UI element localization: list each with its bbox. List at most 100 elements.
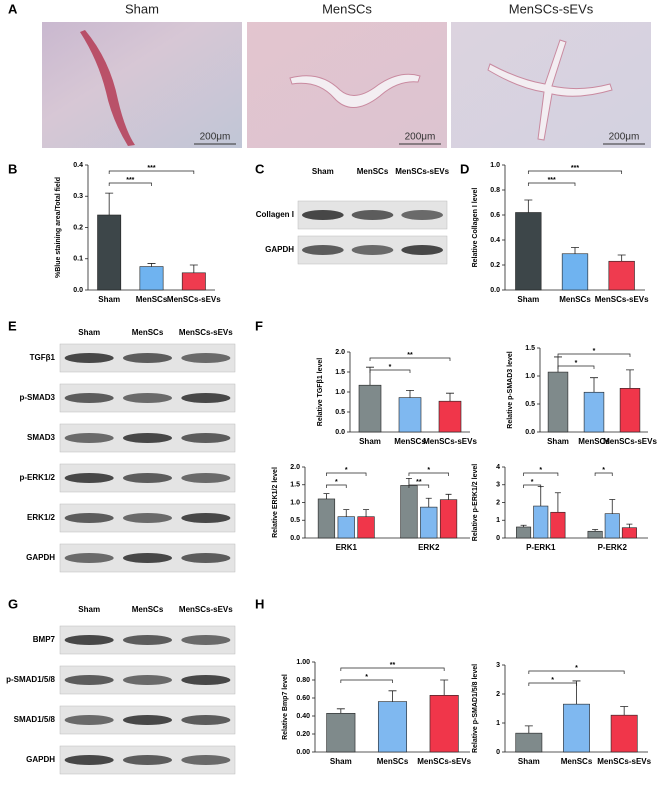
y-tick-label: 1.0 [290,499,300,506]
bar [429,694,459,753]
blot-band [64,393,114,403]
blot-band [64,353,114,363]
y-tick-label: 0.20 [296,731,310,738]
lumen [487,39,613,141]
blot-band [181,715,231,725]
blot-band [123,675,172,685]
scale-bar-label: 200μm [405,132,436,143]
blot-band [64,715,114,725]
y-axis-label: Relative Bmp7 level [282,674,289,740]
y-tick-label: 0.6 [490,212,500,219]
blot-band [123,513,172,523]
significance-label: * [575,665,578,672]
error-bar [147,263,156,267]
y-tick-label: 4 [496,464,500,471]
significance-label: * [575,360,578,367]
blot-band [64,513,114,523]
x-tick-label: Sham [330,757,352,766]
row-label: p-SMAD1/5/8 [6,675,55,684]
significance-label: ** [407,352,413,359]
x-tick-label: MenSCs [578,437,610,446]
blot-band [181,393,231,403]
error-bar [617,254,626,262]
blot-band [123,353,172,363]
x-tick-label: P-ERK1 [526,543,556,552]
row-label: GAPDH [265,245,294,254]
lane-label: MenSCs-sEVs [179,328,233,337]
bar [550,511,566,539]
x-tick-label: ERK1 [336,543,358,552]
significance-label: * [389,364,392,371]
significance-bracket [523,472,559,476]
x-tick-label: MenSCs-sEVs [417,757,471,766]
row-label: p-ERK1/2 [19,473,55,482]
significance-bracket [326,484,347,488]
x-tick-label: MenSCs [377,757,409,766]
y-tick-label: 0.00 [296,749,310,756]
significance-bracket [408,484,430,488]
y-tick-label: 0.0 [73,287,83,294]
lumen [289,73,421,108]
significance-bracket [527,170,623,174]
blot-band [301,245,344,255]
bar [97,214,122,291]
blot-band [64,473,114,483]
bar [583,391,605,433]
significance-label: * [531,479,534,486]
image-label: MenSCs-sEVs [509,1,594,16]
error-bar [189,264,198,273]
row-label: GAPDH [26,553,55,562]
y-tick-label: 0.0 [490,287,500,294]
x-tick-label: MenSCs [561,757,593,766]
blot-band [123,715,172,725]
significance-label: * [551,677,554,684]
blot-band [181,433,231,443]
histology-image [42,22,242,148]
x-tick-label: Sham [98,295,120,304]
significance-bracket [408,472,449,476]
lane-label: Sham [78,328,100,337]
y-tick-label: 2.0 [290,464,300,471]
bar [317,498,336,539]
significance-label: *** [548,177,556,184]
blot-band [123,635,172,645]
bar [337,516,355,539]
lane-label: Sham [312,167,334,176]
significance-label: * [365,674,368,681]
bar [587,530,603,539]
blot-band [123,553,172,563]
significance-label: *** [126,177,134,184]
y-tick-label: 0.0 [525,429,535,436]
row-label: BMP7 [33,635,56,644]
error-bar [554,356,562,373]
lane-label: MenSCs [132,605,164,614]
significance-bracket [528,682,577,686]
y-axis-label: Relative Collagen I level [472,188,479,268]
blot-band [181,353,231,363]
error-bar [520,524,527,527]
x-tick-label: Sham [547,437,569,446]
blot-band [181,755,231,765]
image-label: MenSCs [322,1,372,16]
y-tick-label: 0.4 [73,162,83,169]
scale-bar-label: 200μm [609,132,640,143]
bar [398,397,422,433]
blot-band [64,635,114,645]
significance-bracket [369,369,411,373]
panel-letter: E [8,318,17,333]
significance-label: * [345,467,348,474]
error-bar [336,708,345,714]
y-tick-label: 2.0 [335,349,345,356]
y-tick-label: 3 [496,662,500,669]
row-label: SMAD3 [27,433,56,442]
significance-bracket [523,484,542,488]
error-bar [609,499,616,514]
y-tick-label: 0.5 [335,409,345,416]
y-tick-label: 1.0 [490,162,500,169]
blot-band [301,210,344,220]
blot-band [351,210,394,220]
row-label: ERK1/2 [27,513,56,522]
blot-band [123,755,172,765]
significance-bracket [557,365,595,369]
blot-band [181,513,231,523]
